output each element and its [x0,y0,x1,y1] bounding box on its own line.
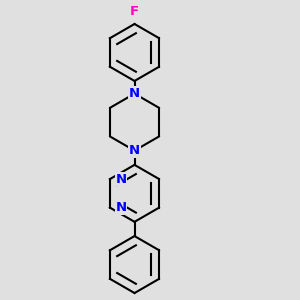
Text: N: N [116,201,127,214]
Text: N: N [116,172,127,186]
Text: F: F [130,5,139,18]
Text: N: N [129,144,140,157]
Text: N: N [129,87,140,100]
